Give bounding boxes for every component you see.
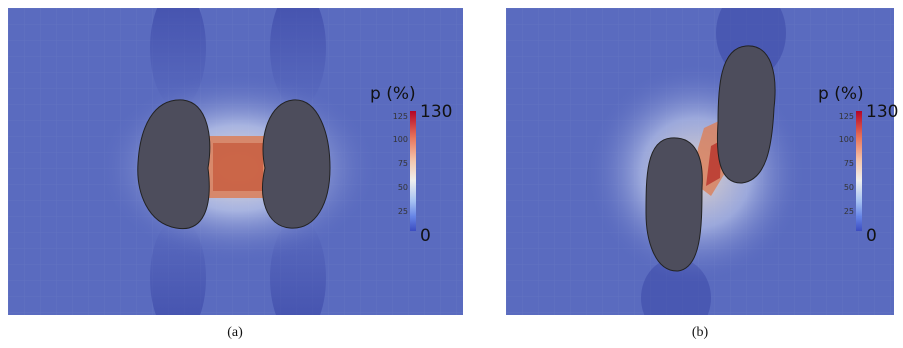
colorbar-tick: 75 [397,159,408,168]
colorbar-tick: 100 [838,135,854,144]
colorbar-title: p (%) [818,84,864,104]
caption-b: (b) [691,325,709,340]
panel-a: p (%) 130 0 125 100 75 50 25 [8,8,463,315]
field-plot-b [506,8,894,315]
field-plot-a [8,8,463,315]
colorbar-min: 0 [420,226,431,246]
colorbar-tick: 75 [843,159,854,168]
colorbar-tick: 25 [843,207,854,216]
colorbar-max: 130 [866,102,899,122]
particle-lower-left [645,137,703,272]
colorbar [856,111,862,231]
colorbar-tick: 50 [397,183,408,192]
colorbar-min: 0 [866,226,877,246]
colorbar-tick: 125 [838,112,854,121]
peak-pressure-zone [213,143,263,191]
colorbar-max: 130 [420,102,453,122]
particle-left [137,99,211,230]
caption-a: (a) [227,325,243,340]
particle-upper-right [716,45,776,184]
colorbar-title: p (%) [370,84,416,104]
particle-right [262,99,331,229]
colorbar-tick: 25 [397,207,408,216]
panel-b: p (%) 130 0 125 100 75 50 25 [506,8,898,315]
colorbar-tick: 100 [392,135,408,144]
colorbar-tick: 125 [392,112,408,121]
colorbar-tick: 50 [843,183,854,192]
colorbar [410,111,416,231]
